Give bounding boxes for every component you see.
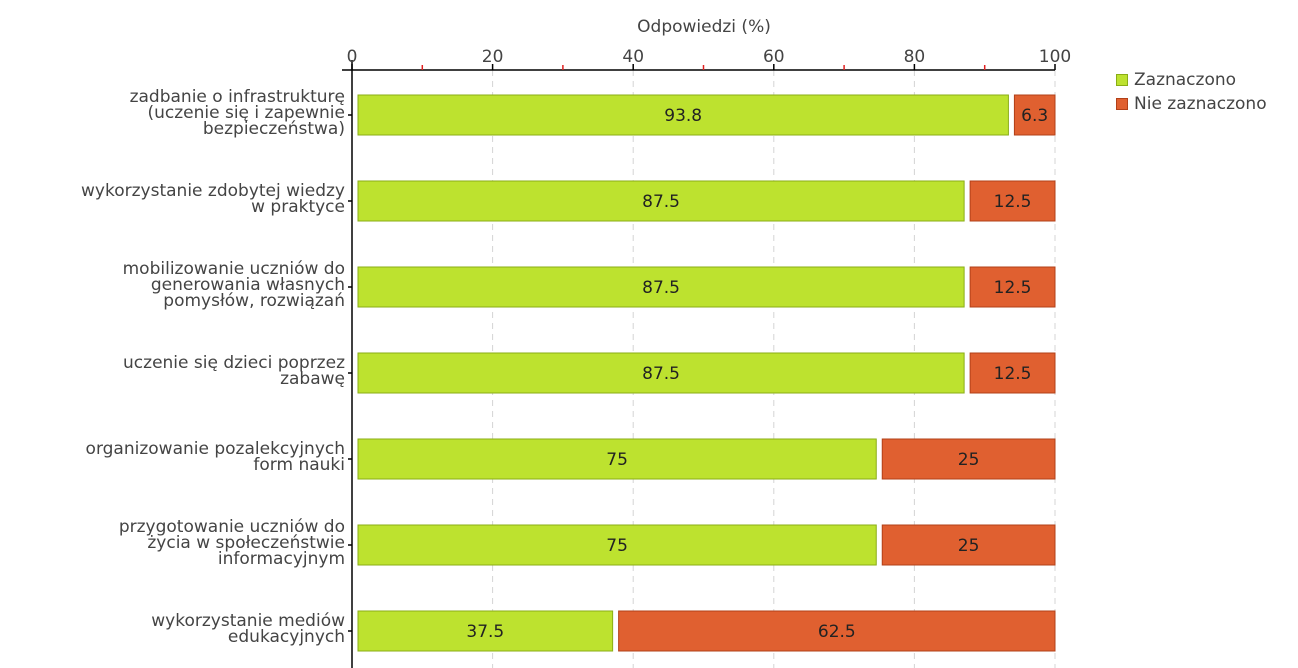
bars: 93.8 6.3 87.5 12.5 87.5 12.5 87.5 12.5 75 25 75 25 3… (357, 94, 1056, 652)
category-label: uczenie się dzieci poprzez zabawę (123, 353, 345, 389)
data-label-nie-zaznaczono: 25 (958, 536, 980, 556)
axes: 0 20 40 60 80 100 (342, 47, 1071, 668)
category-label: organizowanie pozalekcyjnych form nauki (85, 439, 345, 475)
data-label-zaznaczono: 75 (606, 450, 628, 470)
data-label-nie-zaznaczono: 62.5 (818, 622, 856, 642)
legend-swatch-nie-zaznaczono (1116, 98, 1128, 110)
bar-zaznaczono (357, 524, 877, 566)
x-tick-label-60: 60 (763, 47, 785, 67)
bar-zaznaczono (357, 438, 877, 480)
x-tick-label-40: 40 (622, 47, 644, 67)
bar-nie-zaznaczono (618, 610, 1056, 652)
data-label-nie-zaznaczono: 12.5 (994, 364, 1032, 384)
category-label: zadbanie o infrastrukturę (uczenie się i… (129, 87, 345, 139)
data-label-nie-zaznaczono: 25 (958, 450, 980, 470)
legend-item-nie-zaznaczono: Nie zaznaczono (1116, 92, 1267, 116)
bar-nie-zaznaczono (969, 266, 1056, 308)
bar-zaznaczono (357, 352, 965, 394)
legend-label-nie-zaznaczono: Nie zaznaczono (1134, 94, 1267, 114)
legend-label-zaznaczono: Zaznaczono (1134, 70, 1237, 90)
data-label-nie-zaznaczono: 6.3 (1021, 106, 1048, 126)
x-tick-label-100: 100 (1039, 47, 1071, 67)
x-axis-title: Odpowiedzi (%) (637, 17, 771, 37)
data-label-zaznaczono: 37.5 (466, 622, 504, 642)
bar-zaznaczono (357, 94, 1009, 136)
data-label-zaznaczono: 87.5 (642, 364, 680, 384)
bar-nie-zaznaczono (881, 438, 1056, 480)
category-label: przygotowanie uczniów do życia w społecz… (118, 517, 345, 569)
bar-zaznaczono (357, 610, 614, 652)
bar-nie-zaznaczono (969, 352, 1056, 394)
legend-swatch-zaznaczono (1116, 74, 1128, 86)
data-label-zaznaczono: 93.8 (664, 106, 702, 126)
bar-zaznaczono (357, 180, 965, 222)
data-label-zaznaczono: 87.5 (642, 278, 680, 298)
category-label: wykorzystanie zdobytej wiedzy w praktyce (81, 181, 345, 217)
category-label: wykorzystanie mediów edukacyjnych (151, 611, 345, 647)
x-tick-label-20: 20 (482, 47, 504, 67)
data-label-nie-zaznaczono: 12.5 (994, 278, 1032, 298)
bar-zaznaczono (357, 266, 965, 308)
x-tick-label-0: 0 (347, 47, 358, 67)
legend-item-zaznaczono: Zaznaczono (1116, 68, 1267, 92)
bar-nie-zaznaczono (881, 524, 1056, 566)
x-tick-label-80: 80 (904, 47, 926, 67)
data-label-zaznaczono: 87.5 (642, 192, 680, 212)
data-label-zaznaczono: 75 (606, 536, 628, 556)
bar-nie-zaznaczono (1013, 94, 1056, 136)
legend: Zaznaczono Nie zaznaczono (1116, 68, 1267, 116)
category-label: mobilizowanie uczniów do generowania wła… (122, 259, 345, 311)
bar-nie-zaznaczono (969, 180, 1056, 222)
data-label-nie-zaznaczono: 12.5 (994, 192, 1032, 212)
